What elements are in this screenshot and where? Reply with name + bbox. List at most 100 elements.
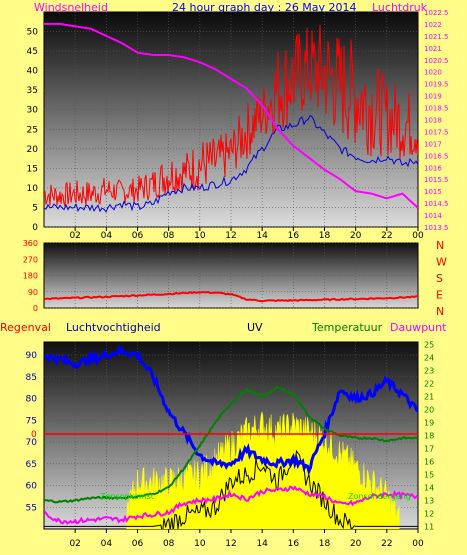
- y2-tick-label: 1019: [424, 93, 442, 101]
- y2-tick-label: 20: [424, 406, 434, 415]
- y2-tick-label: 11: [424, 522, 434, 531]
- chart-title: 24 hour graph day : 26 May 2014: [172, 1, 357, 14]
- y2-tick-label: 1022: [424, 21, 442, 29]
- y-tick-label: 45: [27, 47, 38, 57]
- y2-tick-label: 22: [424, 380, 434, 389]
- y2-tick-label: 23: [424, 367, 434, 376]
- y2-tick-label: 15: [424, 470, 434, 479]
- y-tick-label: 180: [23, 272, 38, 281]
- y2-tick-label: 1021.5: [424, 33, 449, 41]
- x-tick-label: 20: [350, 539, 362, 549]
- y2-tick-label: 18: [424, 432, 434, 441]
- compass-label: E: [436, 289, 443, 302]
- y-tick-label: 55: [26, 503, 37, 513]
- x-tick-label: 02: [69, 539, 80, 549]
- wind-direction-line: [43, 290, 418, 303]
- x-tick-label: 04: [101, 539, 113, 549]
- y-tick-label: 65: [26, 460, 37, 470]
- pressure-line: [44, 22, 418, 209]
- y-tick-label: 0: [32, 223, 38, 233]
- y2-tick-label: 1017: [424, 140, 442, 148]
- humidity-line: [44, 344, 418, 476]
- y2-tick-label: 1014: [424, 212, 442, 220]
- y2-tick-label: 21: [424, 393, 434, 402]
- annotation-sunset: Zonsondergang: [348, 492, 411, 501]
- y-tick-label: 80: [26, 395, 38, 405]
- compass-label: S: [436, 272, 443, 285]
- y2-tick-label: 1015.5: [424, 176, 449, 184]
- legend-uv: UV: [247, 321, 263, 334]
- y-tick-label: 15: [27, 164, 38, 174]
- x-tick-label: 22: [381, 231, 392, 241]
- y2-tick-label: 13: [424, 496, 434, 505]
- x-tick-label: 16: [288, 231, 300, 241]
- y-tick-label: 85: [26, 373, 37, 383]
- x-tick-label: 12: [225, 231, 236, 241]
- x-tick-label: 22: [381, 539, 392, 549]
- x-tick-label: 02: [69, 231, 80, 241]
- compass-label: N: [436, 305, 444, 318]
- wind-gust-line: [44, 24, 418, 207]
- x-tick-label: 06: [132, 539, 144, 549]
- y2-tick-label: 17: [424, 444, 434, 453]
- y-tick-label: 0: [33, 304, 38, 313]
- y-tick-label: 360: [23, 239, 38, 248]
- y-tick-label: 30: [27, 106, 39, 116]
- y-tick-label: 75: [26, 416, 37, 426]
- y-tick-label: 40: [27, 67, 39, 77]
- x-tick-label: 08: [163, 539, 175, 549]
- x-tick-label: 14: [256, 539, 268, 549]
- y2-tick-label: 12: [424, 509, 434, 518]
- y2-tick-label: 1018: [424, 117, 442, 125]
- y-tick-label: 60: [26, 482, 38, 492]
- y2-tick-label: 1019.5: [424, 81, 449, 89]
- solar-line: [44, 449, 418, 529]
- x-tick-label: 08: [163, 231, 175, 241]
- y-tick-label: 10: [27, 184, 39, 194]
- rain-zero-label: 0: [31, 430, 37, 440]
- y2-tick-label: 1016.5: [424, 152, 449, 160]
- y2-tick-label: 24: [424, 354, 434, 363]
- x-tick-label: 12: [225, 539, 236, 549]
- y2-tick-label: 1017.5: [424, 128, 449, 136]
- legend-temperature: Temperatuur: [311, 321, 383, 334]
- y-tick-label: 270: [23, 255, 38, 264]
- wind-average-line: [44, 115, 418, 213]
- y-tick-label: 90: [28, 288, 38, 297]
- y2-tick-label: 1020.5: [424, 57, 449, 65]
- x-tick-label: 00: [412, 539, 424, 549]
- y2-tick-label: 16: [424, 457, 434, 466]
- x-tick-label: 20: [350, 231, 362, 241]
- y2-tick-label: 19: [424, 419, 434, 428]
- y2-tick-label: 25: [424, 341, 434, 350]
- wind-plot-area: [43, 11, 419, 228]
- legend-rain: Regenval: [0, 321, 51, 334]
- legend-humidity: Luchtvochtigheid: [66, 321, 161, 334]
- y2-tick-label: 1020: [424, 69, 442, 77]
- right-axis-title: Luchtdruk: [372, 1, 428, 14]
- x-tick-label: 14: [256, 231, 268, 241]
- y2-tick-label: 1018.5: [424, 105, 449, 113]
- y2-tick-label: 1022.5: [424, 9, 449, 17]
- y-tick-label: 5: [32, 203, 38, 213]
- x-tick-label: 04: [101, 231, 113, 241]
- dewpoint-line: [44, 485, 418, 525]
- x-tick-label: 00: [412, 231, 424, 241]
- x-tick-label: 10: [194, 231, 206, 241]
- y2-tick-label: 1013.5: [424, 224, 449, 232]
- y2-tick-label: 1015: [424, 188, 442, 196]
- y2-tick-label: 1014.5: [424, 200, 449, 208]
- y-tick-label: 20: [27, 145, 39, 155]
- y-tick-label: 90: [26, 351, 38, 361]
- annotation-sunrise: Zonsopkomst: [100, 492, 154, 501]
- legend-dewpoint: Dauwpunt: [390, 321, 447, 334]
- x-tick-label: 18: [319, 539, 331, 549]
- x-tick-label: 06: [132, 231, 144, 241]
- y2-tick-label: 1016: [424, 164, 442, 172]
- y2-tick-label: 14: [424, 483, 434, 492]
- y-tick-label: 35: [27, 86, 38, 96]
- y-tick-label: 50: [27, 28, 39, 38]
- left-axis-title: Windsnelheid: [34, 1, 108, 14]
- compass-label: W: [436, 256, 447, 269]
